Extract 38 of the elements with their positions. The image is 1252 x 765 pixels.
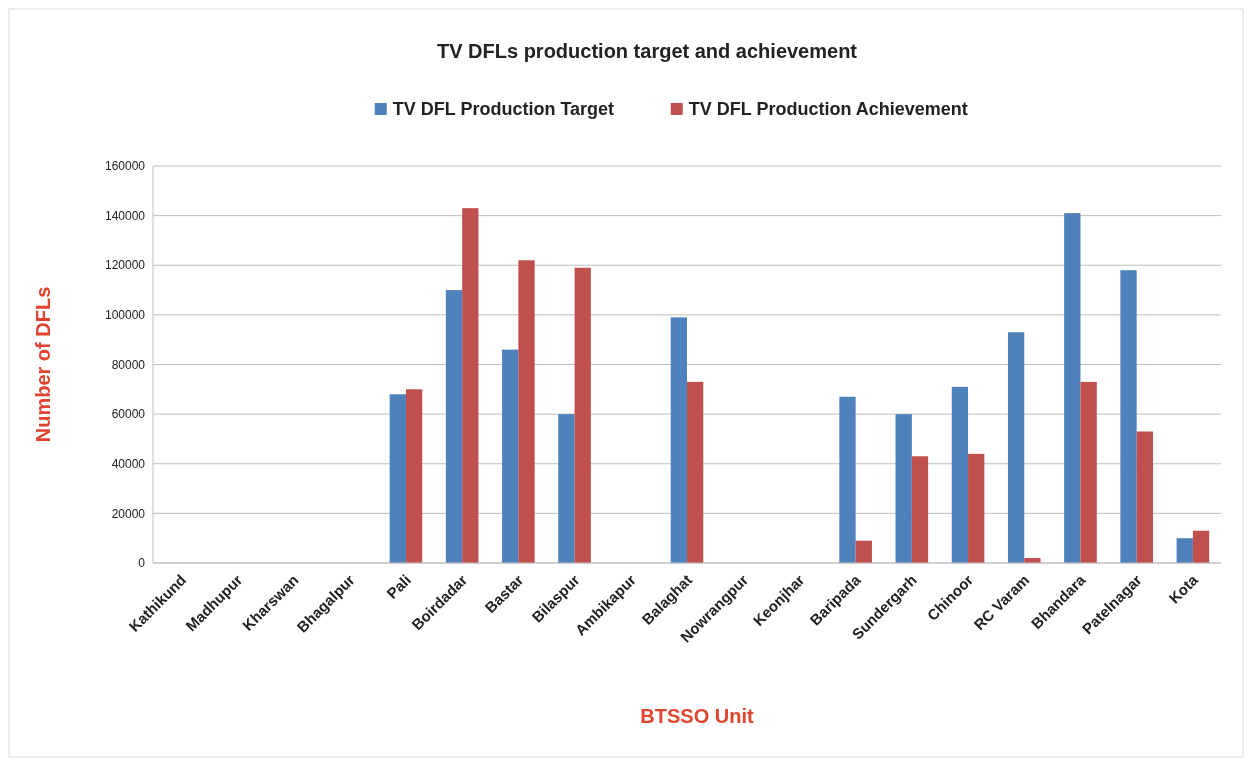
- y-tick-label: 60000: [111, 407, 146, 422]
- y-tick-label: 140000: [104, 208, 146, 223]
- bar: [502, 349, 519, 563]
- bar: [670, 317, 687, 563]
- y-tick-label: 80000: [111, 357, 146, 372]
- y-tick-label: 40000: [111, 456, 146, 471]
- bar: [574, 267, 591, 563]
- y-tick-label: 0: [138, 556, 146, 571]
- bar: [445, 290, 463, 563]
- bar: [1007, 332, 1025, 563]
- bar: [558, 414, 575, 563]
- y-tick-label: 100000: [104, 308, 146, 323]
- bar: [389, 394, 406, 563]
- bar: [1080, 381, 1097, 563]
- bar: [1176, 538, 1193, 563]
- legend-label: TV DFL Production Target: [392, 99, 615, 119]
- y-axis-title: Number of DFLs: [32, 286, 54, 443]
- y-tick-label: 160000: [104, 159, 146, 174]
- bar: [1192, 530, 1210, 563]
- x-tick-label: Pali: [383, 571, 415, 602]
- bar: [1120, 270, 1137, 563]
- y-tick-label: 120000: [104, 258, 146, 273]
- legend-label: TV DFL Production Achievement: [688, 99, 968, 119]
- y-tick-label: 20000: [111, 506, 146, 521]
- bar: [518, 260, 535, 563]
- bar: [462, 208, 479, 563]
- bar: [1136, 431, 1153, 563]
- bar: [911, 456, 929, 563]
- chart-title: TV DFLs production target and achievement: [436, 40, 858, 62]
- bar: [839, 396, 856, 563]
- bar: [405, 389, 423, 563]
- bar: [951, 386, 969, 563]
- bar: [1064, 213, 1081, 563]
- x-axis-title: BTSSO Unit: [640, 705, 754, 727]
- bar: [855, 540, 872, 563]
- bar: [895, 414, 912, 563]
- bar: [687, 381, 704, 563]
- bar: [968, 453, 985, 563]
